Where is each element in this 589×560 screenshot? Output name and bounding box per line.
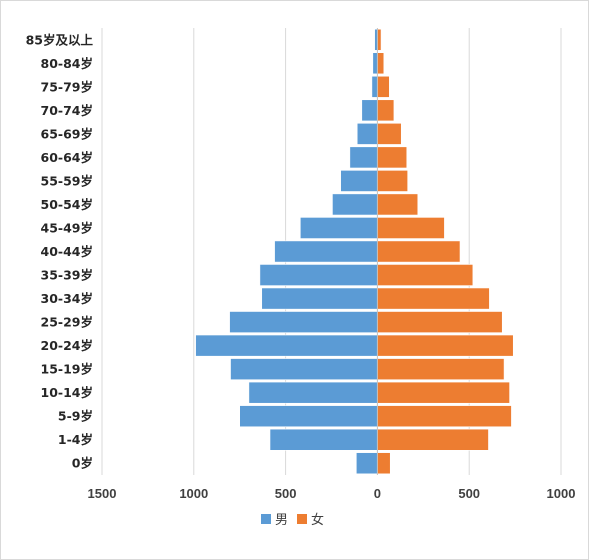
bar-male-8 bbox=[299, 217, 378, 239]
x-tick-label: 500 bbox=[275, 486, 297, 501]
legend-label-female: 女 bbox=[311, 512, 324, 528]
category-label: 0岁 bbox=[72, 456, 93, 471]
bar-male-4 bbox=[356, 122, 378, 145]
bar-female-11 bbox=[377, 287, 490, 310]
bar-male-7 bbox=[332, 193, 378, 216]
category-label: 10-14岁 bbox=[41, 385, 93, 400]
bar-male-5 bbox=[349, 146, 378, 169]
category-label: 40-44岁 bbox=[41, 244, 93, 259]
category-label: 50-54岁 bbox=[41, 197, 93, 212]
bar-male-1 bbox=[372, 52, 378, 75]
bar-female-3 bbox=[377, 99, 395, 122]
bar-female-6 bbox=[377, 170, 408, 192]
bar-male-6 bbox=[340, 170, 378, 192]
bar-male-11 bbox=[261, 287, 378, 310]
bar-female-15 bbox=[377, 381, 510, 404]
category-label: 45-49岁 bbox=[41, 220, 93, 235]
x-tick-labels: 1500 1000 500 0 500 1000 bbox=[88, 486, 576, 501]
legend: 男 女 bbox=[261, 512, 324, 528]
category-label: 15-19岁 bbox=[41, 362, 93, 377]
bar-female-0 bbox=[377, 28, 382, 51]
legend-label-male: 男 bbox=[275, 513, 288, 528]
bar-female-1 bbox=[377, 52, 385, 75]
category-label: 55-59岁 bbox=[41, 173, 93, 188]
bar-male-10 bbox=[259, 264, 378, 286]
bar-male-3 bbox=[361, 99, 378, 122]
category-label: 25-29岁 bbox=[41, 315, 93, 330]
bar-female-18 bbox=[377, 452, 391, 475]
x-tick-label: 1000 bbox=[179, 486, 208, 501]
category-label: 60-64岁 bbox=[41, 150, 93, 165]
bar-male-15 bbox=[248, 381, 378, 404]
bar-female-17 bbox=[377, 428, 489, 451]
bar-female-7 bbox=[377, 193, 419, 216]
bar-female-9 bbox=[377, 240, 461, 263]
bar-male-16 bbox=[239, 405, 378, 428]
bar-female-8 bbox=[377, 217, 445, 239]
x-tick-label: 0 bbox=[374, 486, 381, 501]
category-label: 1-4岁 bbox=[58, 432, 93, 447]
bar-male-18 bbox=[355, 452, 378, 475]
bar-male-13 bbox=[195, 334, 378, 357]
category-label: 5-9岁 bbox=[58, 409, 93, 424]
category-label: 65-69岁 bbox=[41, 126, 93, 141]
bar-female-4 bbox=[377, 122, 402, 145]
category-labels: 85岁及以上 80-84岁 75-79岁 70-74岁 65-69岁 60-64岁 55-5… bbox=[26, 32, 94, 470]
x-tick-label: 500 bbox=[458, 486, 480, 501]
category-label: 85岁及以上 bbox=[26, 32, 94, 47]
category-label: 80-84岁 bbox=[41, 56, 93, 71]
category-label: 75-79岁 bbox=[41, 79, 93, 94]
bar-female-16 bbox=[377, 405, 512, 428]
bar-female-10 bbox=[377, 264, 474, 286]
x-tick-label: 1500 bbox=[88, 486, 117, 501]
bar-male-2 bbox=[371, 75, 378, 98]
bar-female-5 bbox=[377, 146, 408, 169]
bar-male-17 bbox=[269, 428, 378, 451]
bar-male-9 bbox=[274, 240, 378, 263]
category-label: 70-74岁 bbox=[41, 103, 93, 118]
bar-female-2 bbox=[377, 75, 390, 98]
bars bbox=[195, 28, 514, 475]
bar-male-12 bbox=[229, 311, 378, 333]
legend-swatch-male bbox=[261, 514, 271, 524]
category-label: 20-24岁 bbox=[41, 338, 93, 353]
x-tick-label: 1000 bbox=[547, 486, 576, 501]
bar-female-14 bbox=[377, 358, 505, 381]
bar-male-14 bbox=[230, 358, 378, 381]
legend-swatch-female bbox=[297, 514, 307, 524]
bar-female-13 bbox=[377, 334, 514, 357]
category-label: 35-39岁 bbox=[41, 268, 93, 283]
bar-female-12 bbox=[377, 311, 503, 333]
category-label: 30-34岁 bbox=[41, 291, 93, 306]
